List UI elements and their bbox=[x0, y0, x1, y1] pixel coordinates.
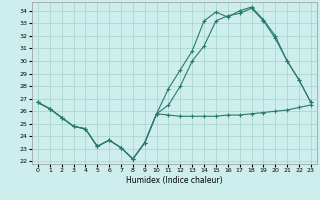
X-axis label: Humidex (Indice chaleur): Humidex (Indice chaleur) bbox=[126, 176, 223, 185]
